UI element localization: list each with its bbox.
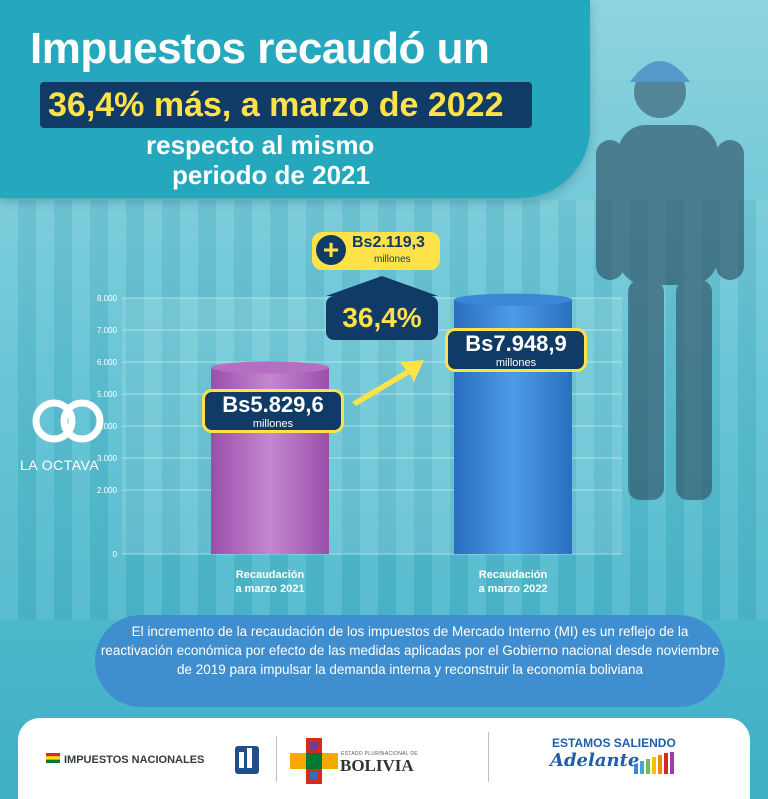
title-line-3: respecto al mismo	[146, 130, 375, 160]
category-label: Recaudación	[236, 569, 305, 581]
la-octava-logo	[32, 399, 104, 443]
impuestos-logo-icon	[235, 746, 259, 774]
title-line-4: periodo de 2021	[172, 160, 370, 190]
note-text: El incremento de la recaudación de los i…	[100, 624, 720, 677]
bolivia-flag-icon	[46, 753, 60, 763]
bolivia-chakana-icon	[290, 738, 338, 784]
footer-divider	[276, 736, 277, 782]
footer-divider	[488, 732, 489, 782]
impuestos-nacionales-label: IMPUESTOS NACIONALES	[64, 754, 205, 766]
value-label-2021: Bs5.829,6 millones	[202, 389, 344, 434]
increase-unit: millones	[374, 254, 411, 265]
y-tick-label: 5.000	[97, 390, 118, 399]
percent-badge: 36,4%	[326, 296, 438, 340]
y-tick-label: 7.000	[97, 326, 118, 335]
value-2022: Bs7.948,9	[465, 330, 567, 356]
bar-top-1	[454, 293, 572, 306]
increase-arrow	[352, 360, 424, 406]
value-label-2022: Bs7.948,9 millones	[445, 327, 587, 372]
value-unit-2022: millones	[495, 356, 537, 369]
bar-top-0	[211, 361, 329, 374]
increase-badge: + Bs2.119,3 millones	[312, 232, 440, 270]
value-2021: Bs5.829,6	[222, 392, 324, 418]
category-label: a marzo 2021	[235, 583, 304, 595]
percent-badge-cap	[326, 276, 438, 296]
y-tick-label: 2.000	[97, 486, 118, 495]
title-highlight-band	[40, 82, 532, 128]
y-tick-label: 8.000	[97, 294, 118, 303]
title-line-2: 36,4% más, a marzo de 2022	[48, 86, 504, 124]
category-label: a marzo 2022	[478, 583, 547, 595]
adelante-label: Adelante	[550, 750, 640, 771]
increase-value: Bs2.119,3	[352, 234, 425, 251]
estado-plurinacional-label: ESTADO PLURINACIONAL DE	[341, 751, 418, 757]
title-line-1: Impuestos recaudó un	[30, 24, 490, 73]
plus-icon: +	[316, 235, 346, 265]
note-panel	[95, 615, 725, 707]
bolivia-label: BOLIVIA	[340, 756, 414, 775]
y-tick-label: 4.000	[97, 422, 118, 431]
bar-stripes-icon	[634, 752, 674, 774]
la-octava-text: LA OCTAVA	[20, 457, 100, 473]
worker-silhouette	[596, 61, 744, 500]
y-axis-ticks: 0 2.000 3.000 4.000 5.000 6.000 7.000 8.000	[97, 294, 118, 559]
category-label: Recaudación	[479, 569, 548, 581]
x-axis-categories: Recaudación a marzo 2021 Recaudación a marz…	[235, 569, 547, 595]
estamos-saliendo-label: ESTAMOS SALIENDO	[552, 736, 676, 750]
y-tick-label: 0	[113, 550, 118, 559]
y-tick-label: 6.000	[97, 358, 118, 367]
value-unit-2021: millones	[252, 418, 294, 431]
footer-bar	[18, 718, 750, 799]
y-tick-label: 3.000	[97, 454, 118, 463]
